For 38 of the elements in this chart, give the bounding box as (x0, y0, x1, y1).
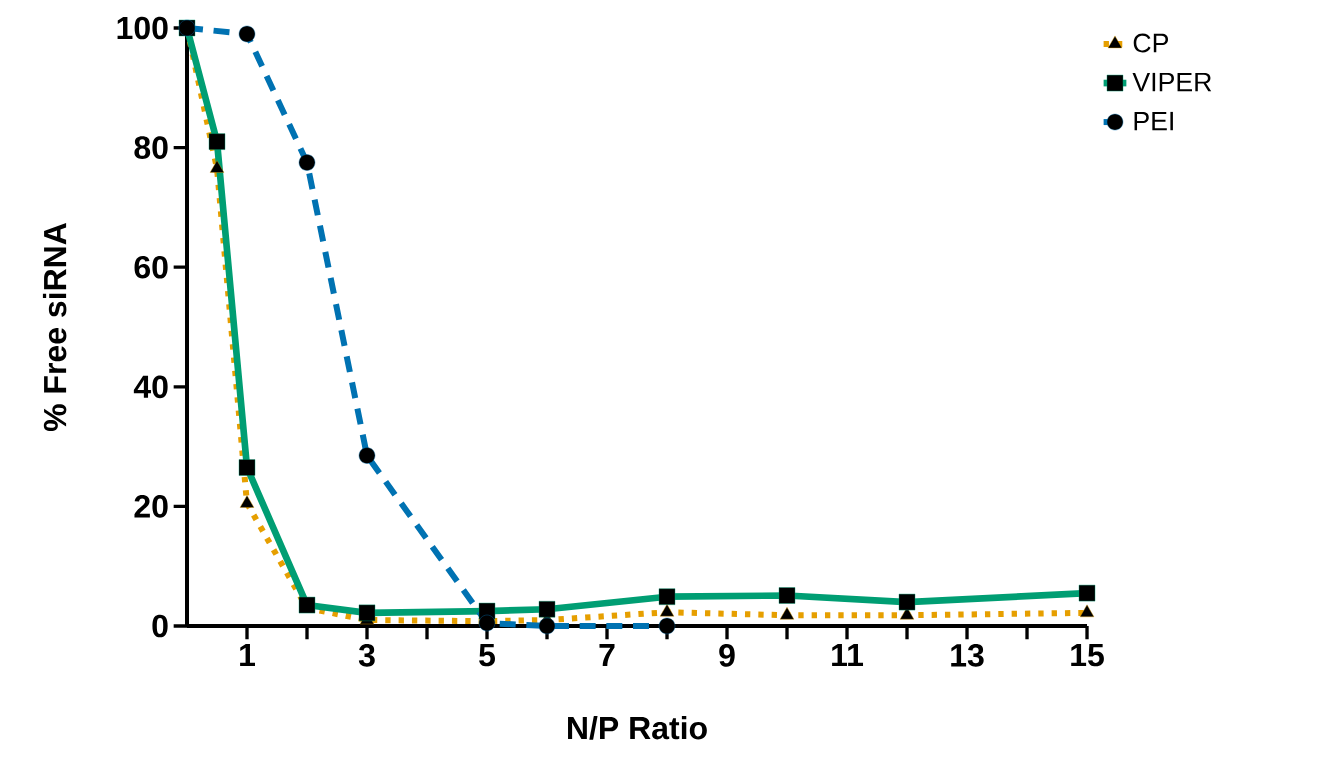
y-axis-title: % Free siRNA (42, 222, 67, 432)
point (538, 601, 556, 618)
point (658, 588, 676, 605)
x-tick-label: 1 (240, 644, 255, 667)
point (659, 604, 675, 617)
point (298, 154, 316, 171)
x-tick-label: 3 (358, 644, 375, 667)
y-tick-label: 0 (152, 614, 168, 638)
legend-label: VIPER (1132, 72, 1212, 92)
y-tick-label: 80 (134, 136, 168, 159)
point (538, 617, 556, 635)
point (1079, 604, 1095, 618)
y-tick-label: 100 (117, 16, 168, 40)
point (658, 617, 676, 635)
x-axis-title: N/P Ratio (568, 715, 707, 740)
point (208, 133, 226, 150)
y-tick-label: 20 (134, 495, 168, 518)
point (358, 604, 376, 622)
y-tick-label: 40 (133, 375, 168, 399)
point (239, 495, 255, 508)
y-tick-label: 60 (134, 255, 168, 279)
point (478, 614, 496, 632)
x-tick-label: 13 (951, 644, 984, 667)
x-tick-label: 5 (479, 644, 496, 667)
point (778, 587, 796, 604)
point (358, 447, 376, 464)
x-tick-label: 9 (719, 644, 735, 667)
point (779, 607, 795, 620)
point (898, 593, 916, 611)
point (238, 25, 256, 43)
legend-label: CP (1133, 33, 1168, 53)
point (238, 459, 256, 476)
x-tick-label: 15 (1071, 644, 1104, 667)
x-tick-label: 11 (832, 644, 864, 667)
point (209, 160, 225, 173)
x-tick-label: 7 (599, 644, 615, 667)
legend-label: PEI (1134, 111, 1173, 131)
point (1078, 584, 1096, 602)
